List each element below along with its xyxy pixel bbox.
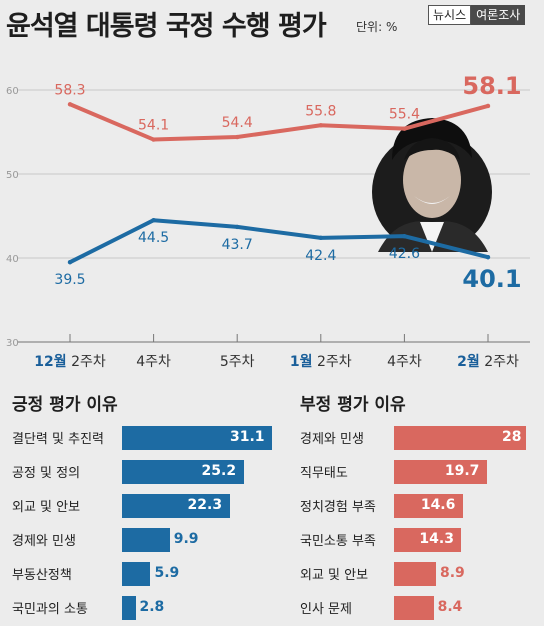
negative-point <box>67 102 73 107</box>
positive-data-label: 43.7 <box>222 237 253 253</box>
negative-reason-category-label: 국민소통 부족 <box>300 534 376 549</box>
positive-reasons-chart: 긍정 평가 이유 결단력 및 추진력 31.1 공정 및 정의 25.2 외교 및 안보… <box>12 390 274 620</box>
line-chart: 30 40 50 60 58.3 54.1 54.4 55.8 55.4 58.1 39.5 44.… <box>6 72 530 370</box>
negative-reason-value-label: 14.6 <box>420 497 456 513</box>
negative-reasons-chart: 부정 평가 이유 경제와 민생 28 직무태도 19.7 정치경험 부족 14.6 국민소통… <box>300 390 532 620</box>
positive-reason-bar <box>122 460 244 484</box>
positive-reason-bar <box>122 596 136 620</box>
y-tick-label: 30 <box>6 338 19 349</box>
source-logo: 뉴시스 여론조사 <box>428 5 526 25</box>
positive-reason-row: 국민과의 소통 2.8 <box>12 596 274 620</box>
x-tick-label: 4주차 <box>387 354 422 370</box>
positive-reason-value-label: 5.9 <box>154 565 180 581</box>
positive-reason-row: 외교 및 안보 22.3 <box>12 494 274 518</box>
negative-reason-value-label: 14.3 <box>419 531 454 547</box>
negative-point <box>235 134 240 140</box>
positive-point <box>402 233 407 239</box>
negative-data-label: 54.4 <box>222 115 253 131</box>
positive-reason-value-label: 25.2 <box>201 463 237 479</box>
negative-reason-bar <box>394 426 526 450</box>
negative-reason-value-label: 28 <box>502 429 522 445</box>
positive-reason-category-label: 결단력 및 추진력 <box>12 432 104 447</box>
negative-reason-value-label: 8.9 <box>439 565 465 581</box>
negative-data-label: 55.4 <box>389 107 420 123</box>
positive-point <box>485 254 491 260</box>
logo-newsis: 뉴시스 <box>428 5 472 25</box>
negative-data-label: 55.8 <box>305 103 336 119</box>
negative-reason-category-label: 정치경험 부족 <box>300 500 376 515</box>
president-photo <box>372 118 492 252</box>
x-tick-label: 5주차 <box>220 354 255 370</box>
negative-reason-bar <box>394 460 487 484</box>
negative-data-label: 58.1 <box>462 72 521 100</box>
negative-reason-bar <box>394 596 434 620</box>
x-tick-label: 2월 2주차 <box>457 353 519 370</box>
positive-reason-bar <box>122 426 272 450</box>
x-tick-label: 1월 2주차 <box>290 353 352 370</box>
positive-reason-value-label: 9.9 <box>173 531 199 547</box>
positive-reason-bar <box>122 562 151 586</box>
positive-data-label: 40.1 <box>462 265 521 293</box>
x-tick-label: 4주차 <box>136 354 171 370</box>
positive-reason-category-label: 외교 및 안보 <box>12 500 81 515</box>
negative-reason-row: 국민소통 부족 14.3 <box>300 528 532 552</box>
y-tick-label: 50 <box>6 170 19 181</box>
positive-reason-value-label: 31.1 <box>230 429 265 445</box>
positive-reason-value-label: 2.8 <box>139 599 165 615</box>
negative-reason-value-label: 8.4 <box>437 599 463 615</box>
logo-poll: 여론조사 <box>471 5 526 25</box>
unit-label: 단위: % <box>356 20 398 34</box>
negative-reason-row: 외교 및 안보 8.9 <box>300 562 532 586</box>
positive-reason-category-label: 공정 및 정의 <box>12 466 81 481</box>
positive-reason-row: 결단력 및 추진력 31.1 <box>12 426 274 450</box>
page-title: 윤석열 대통령 국정 수행 평가 <box>6 11 327 42</box>
negative-reason-row: 경제와 민생 28 <box>300 426 532 450</box>
negative-point <box>402 126 407 131</box>
positive-data-label: 42.6 <box>389 246 420 262</box>
negative-reason-category-label: 경제와 민생 <box>300 432 364 447</box>
negative-reason-bar <box>394 494 463 518</box>
positive-reason-category-label: 부동산정책 <box>12 568 72 583</box>
y-tick-label: 60 <box>6 86 19 97</box>
positive-point <box>235 224 240 230</box>
positive-reason-category-label: 국민과의 소통 <box>12 602 88 617</box>
negative-reason-row: 정치경험 부족 14.6 <box>300 494 532 518</box>
negative-reason-bar <box>394 528 462 552</box>
negative-point <box>485 103 491 109</box>
negative-reason-value-label: 19.7 <box>444 463 480 479</box>
x-tick-label: 12월 2주차 <box>34 353 106 370</box>
positive-reason-row: 부동산정책 5.9 <box>12 562 274 586</box>
negative-data-label: 58.3 <box>54 82 85 98</box>
negative-point <box>151 137 156 142</box>
negative-reasons-title: 부정 평가 이유 <box>300 395 406 415</box>
positive-point <box>318 235 323 241</box>
positive-reason-row: 경제와 민생 9.9 <box>12 528 274 552</box>
positive-data-label: 42.4 <box>305 248 336 264</box>
positive-series-line <box>68 218 490 265</box>
negative-data-label: 54.1 <box>138 118 169 134</box>
positive-reason-bar <box>122 494 230 518</box>
positive-point <box>67 260 73 265</box>
negative-reason-row: 직무태도 19.7 <box>300 460 532 484</box>
negative-point <box>318 123 323 128</box>
positive-reasons-title: 긍정 평가 이유 <box>12 395 118 415</box>
positive-reason-bar <box>122 528 170 552</box>
negative-reason-category-label: 외교 및 안보 <box>300 568 369 583</box>
positive-reason-category-label: 경제와 민생 <box>12 534 76 549</box>
negative-reason-bar <box>394 562 436 586</box>
positive-reason-value-label: 22.3 <box>187 497 223 513</box>
y-tick-label: 40 <box>6 254 19 265</box>
negative-reason-row: 인사 문제 8.4 <box>300 596 532 620</box>
negative-reason-category-label: 직무태도 <box>300 466 348 481</box>
negative-reason-category-label: 인사 문제 <box>300 602 352 617</box>
positive-data-label: 44.5 <box>138 230 169 246</box>
positive-reason-row: 공정 및 정의 25.2 <box>12 460 274 484</box>
positive-data-label: 39.5 <box>54 272 85 288</box>
positive-point <box>151 218 156 223</box>
negative-series-line <box>68 102 490 142</box>
